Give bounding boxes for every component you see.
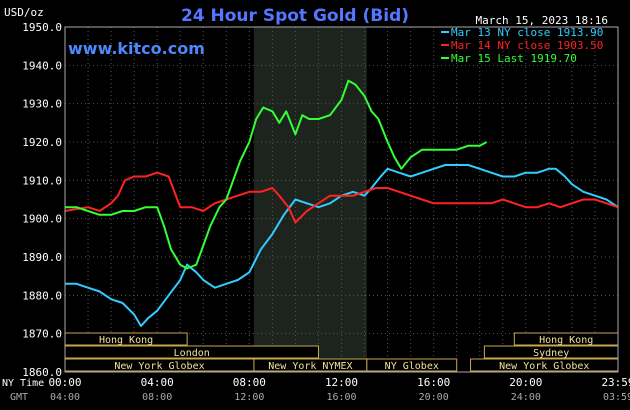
x-tick-label-gmt: 20:00: [419, 392, 449, 403]
y-tick-label: 1910.0: [22, 174, 62, 187]
x-tick-label-gmt: 04:00: [50, 392, 80, 403]
y-tick-label: 1940.0: [22, 59, 62, 72]
y-tick-label: 1950.0: [22, 21, 62, 34]
series-line: [64, 171, 619, 224]
x-tick-label-ny: 08:00: [233, 376, 266, 389]
chart-title: 24 Hour Spot Gold (Bid): [181, 6, 409, 26]
y-tick-label: 1920.0: [22, 136, 62, 149]
nymex-shaded-region: [253, 27, 367, 372]
session-label: New York NYMEX: [268, 361, 352, 372]
x-tick-label-ny: 16:00: [417, 376, 450, 389]
session-label: Hong Kong: [539, 335, 593, 346]
session-label: Sydney: [533, 348, 569, 359]
session-label: NY Globex: [385, 361, 439, 372]
legend-entry: Mar 14 NY close 1903.50: [451, 39, 603, 52]
y-tick-label: 1870.0: [22, 328, 62, 341]
y-axis-unit-label: USD/oz: [4, 6, 44, 19]
x-tick-label-gmt: 08:00: [142, 392, 172, 403]
x-tick-label-ny: 20:00: [509, 376, 542, 389]
x-tick-label-gmt: 16:00: [326, 392, 356, 403]
y-tick-label: 1880.0: [22, 289, 62, 302]
plot-frame: [64, 26, 619, 373]
x-tick-label-gmt: 24:00: [511, 392, 541, 403]
session-label: Hong Kong: [99, 335, 153, 346]
y-tick-label: 1890.0: [22, 251, 62, 264]
x-tick-label-ny: 12:00: [325, 376, 358, 389]
y-tick-label: 1900.0: [22, 213, 62, 226]
y-tick-label: 1930.0: [22, 98, 62, 111]
x-tick-label-ny: 23:59: [601, 376, 630, 389]
x-tick-label-ny: 00:00: [48, 376, 81, 389]
timestamp: March 15, 2023 18:16: [476, 14, 608, 27]
x-tick-label-gmt: 12:00: [234, 392, 264, 403]
series-line: [65, 79, 488, 270]
y-tick-label: 1860.0: [22, 366, 62, 379]
session-label: London: [174, 348, 210, 359]
watermark-link[interactable]: www.kitco.com: [68, 39, 205, 58]
x-row-label-gmt: GMT: [10, 392, 28, 403]
session-bar: [366, 358, 458, 372]
x-tick-label-ny: 04:00: [141, 376, 174, 389]
x-tick-label-gmt: 03:59: [603, 392, 630, 403]
x-row-label-ny: NY Time: [2, 378, 44, 389]
legend-entry: Mar 15 Last 1919.70: [451, 52, 577, 65]
session-label: New York Globex: [114, 361, 204, 372]
legend-entry: Mar 13 NY close 1913.90: [451, 26, 603, 39]
session-label: New York Globex: [499, 361, 589, 372]
